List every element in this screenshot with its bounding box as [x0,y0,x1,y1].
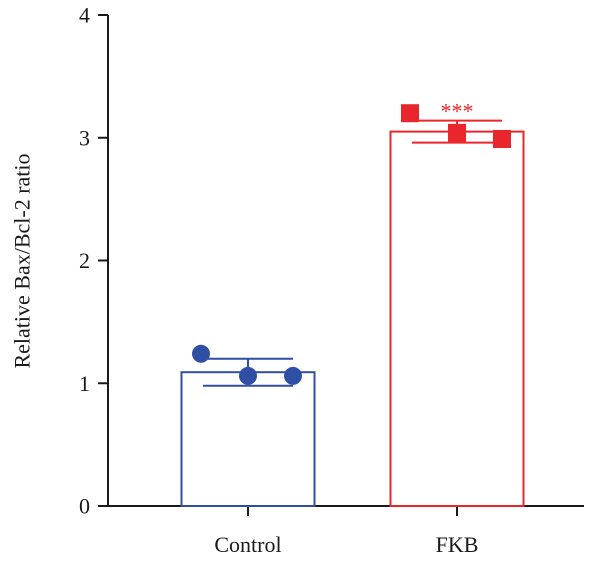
y-ticks: 0 1 2 3 4 [79,3,108,519]
significance-label: *** [441,99,474,124]
data-point [192,344,210,363]
data-point [284,366,302,385]
y-tick-label: 1 [79,371,90,396]
bars: *** [180,99,525,508]
x-ticks: Control FKB [214,506,478,557]
bar [389,130,525,508]
y-tick-label: 4 [79,3,90,28]
bar [180,371,316,508]
data-point [401,104,419,123]
y-tick-label: 0 [79,494,90,519]
data-point [493,129,511,148]
y-axis-title: Relative Bax/Bcl-2 ratio [10,153,35,368]
y-tick-label: 2 [79,248,90,273]
x-tick-label: FKB [436,532,479,557]
y-tick-label: 3 [79,125,90,150]
x-tick-label: Control [214,532,281,557]
data-point [448,123,466,142]
data-point [239,366,257,385]
